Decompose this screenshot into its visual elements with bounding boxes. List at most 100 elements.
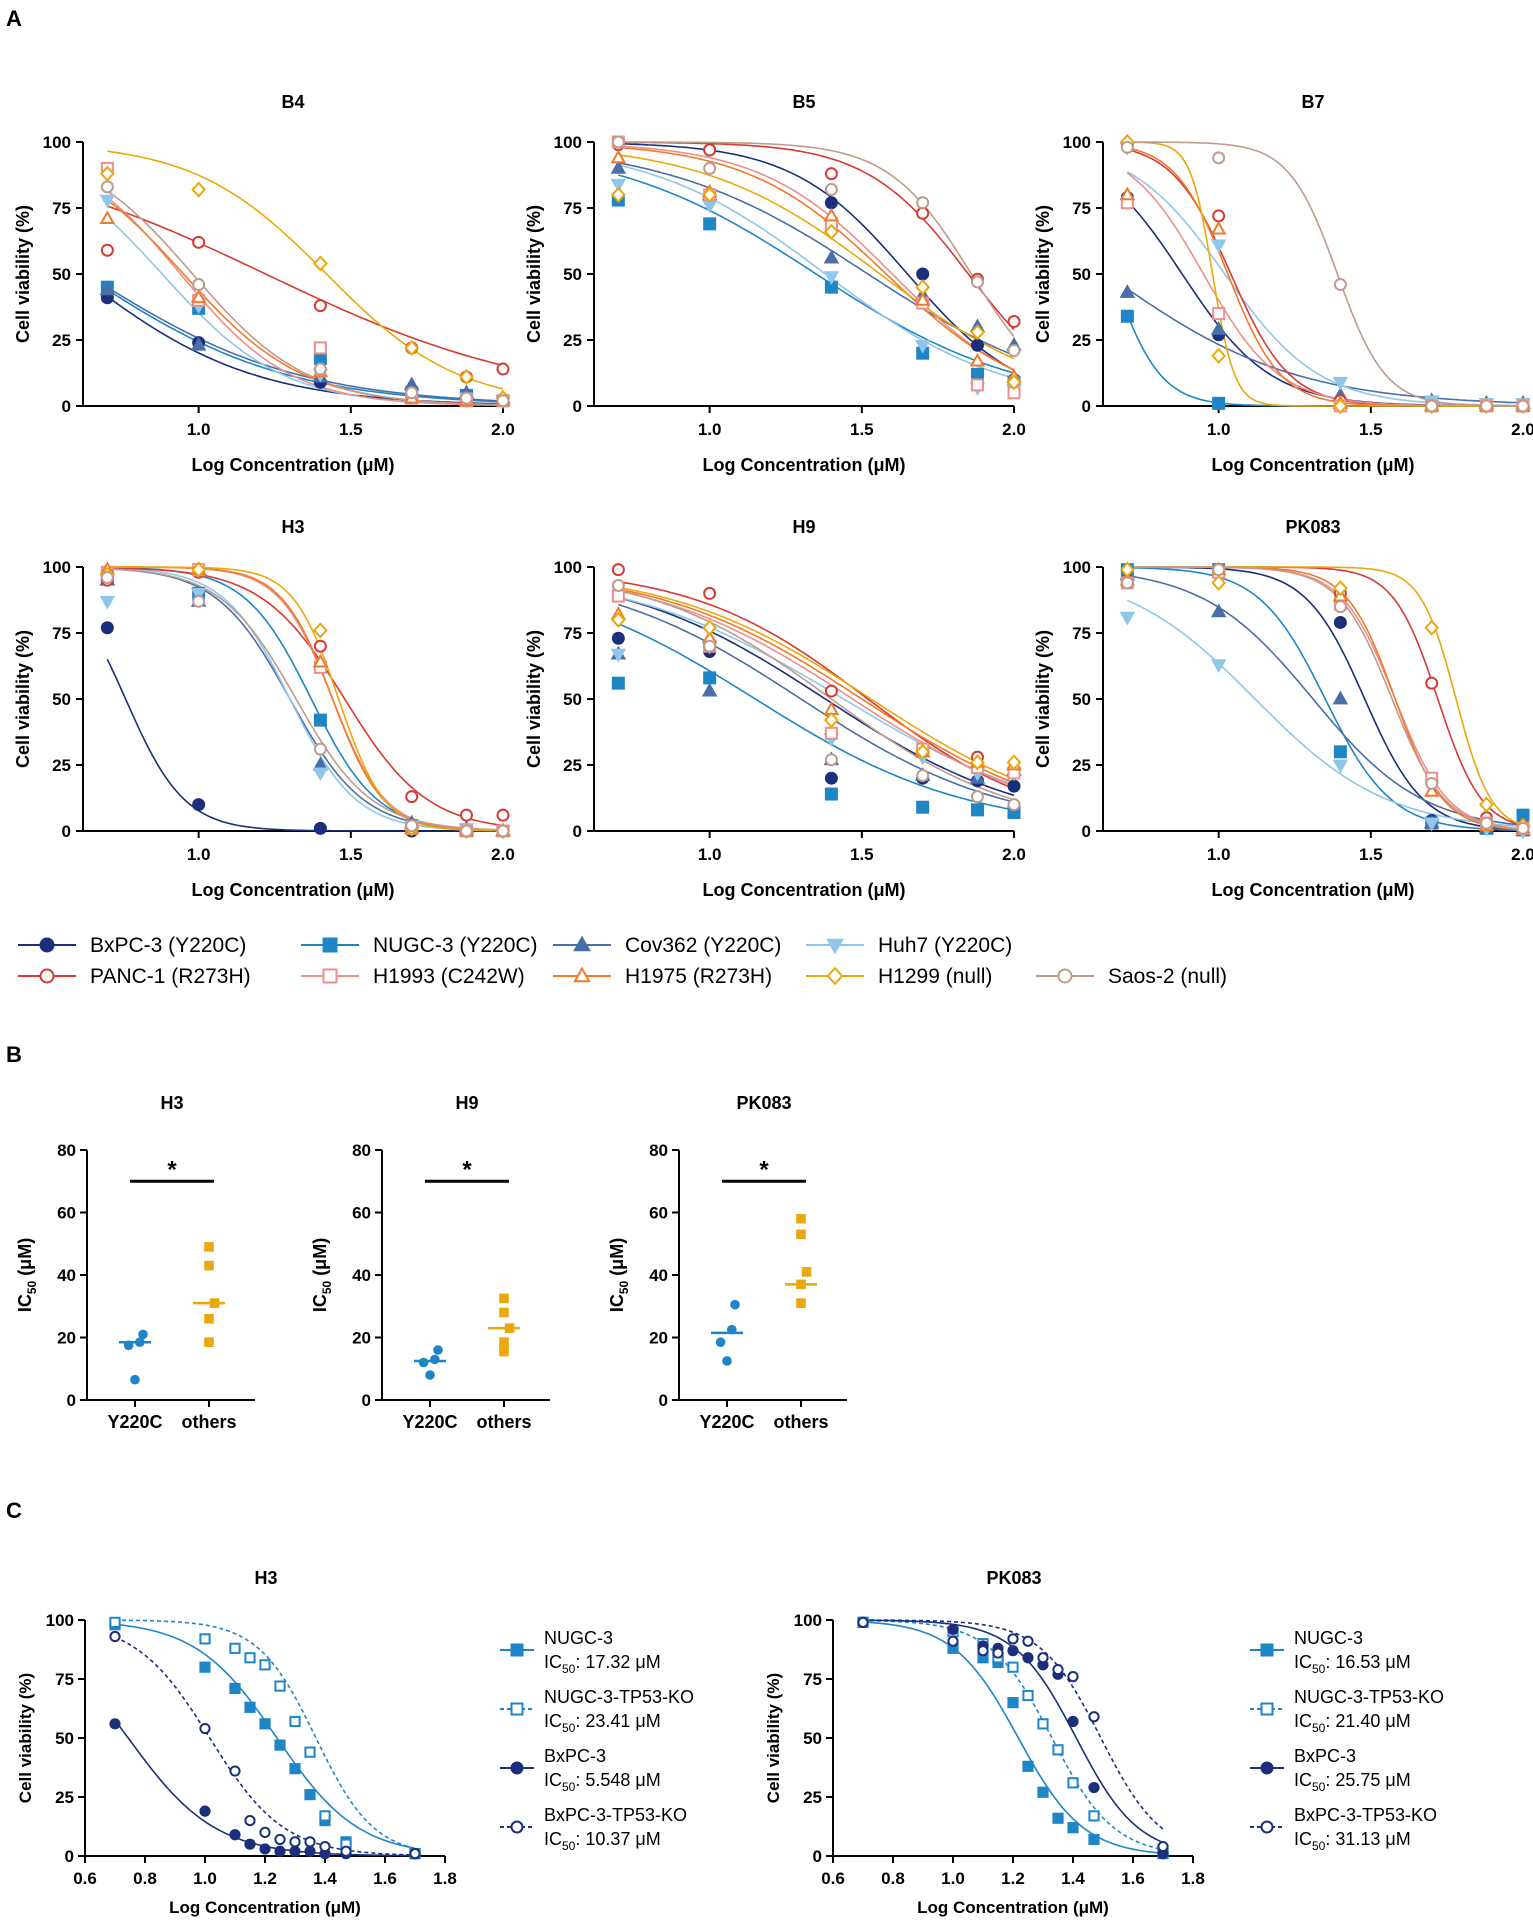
legend-ic50: IC50: 25.75 μM	[1294, 1770, 1411, 1794]
data-point-nugc-3	[244, 1701, 256, 1713]
panel-c-charts: H3 0 25 50 75 100 0.6 0.8 1.0 1.2 1.4 1.6 1.8 Log Con…	[16, 1568, 1444, 1917]
panel-label-c: C	[6, 1498, 22, 1523]
y-tick-label: 100	[554, 558, 582, 577]
data-point-huh7	[1332, 759, 1349, 774]
ic50-plot-h9: H9 0 20 40 60 80 Y220C others IC50 (μM) *	[310, 1093, 550, 1432]
legend-ic50: IC50: 5.548 μM	[544, 1770, 661, 1794]
ko-legend-item-nugc-3-tp53-ko: NUGC-3-TP53-KO IC50: 21.40 μM	[1250, 1687, 1444, 1735]
legend-ic50: IC50: 16.53 μM	[1294, 1652, 1411, 1676]
data-point-saos-2	[459, 391, 473, 405]
data-point-saos-2	[192, 278, 206, 292]
data-point-nugc-3-tp53-ko	[1052, 1744, 1064, 1756]
data-point-saos-2	[1120, 140, 1134, 154]
legend-item-h1975: H1975 (R273H)	[553, 965, 772, 988]
y-tick-label: 100	[46, 1611, 74, 1630]
y-tick-label: 75	[1072, 624, 1091, 643]
y-tick-label: 80	[352, 1141, 371, 1160]
data-point-bxpc-3	[274, 1845, 286, 1857]
subplot-h3: H3 0 25 50 75 100 1.0 1.5 2.0 Log Concentration (…	[13, 517, 515, 900]
legend-marker	[1260, 1643, 1274, 1657]
y-tick-label: 0	[67, 1391, 76, 1410]
data-point-y220c	[722, 1356, 732, 1366]
legend-marker	[510, 1820, 524, 1834]
subplot-b4: B4 0 25 50 75 100 1.0 1.5 2.0 Log Concentration (…	[13, 92, 515, 475]
fit-curve-saos-2	[618, 141, 1015, 338]
x-tick-label: 0.6	[821, 1869, 845, 1888]
data-point-panc-1	[824, 167, 838, 181]
y-axis-label: Cell viability (%)	[524, 205, 544, 343]
ic50-prefix: IC	[544, 1711, 562, 1731]
y-axis-label: IC50 (μM)	[607, 1238, 631, 1312]
data-point-bxpc-3-tp53-ko	[409, 1848, 421, 1860]
data-point-saos-2	[970, 790, 984, 804]
ko-legend-item-bxpc-3-tp53-ko: BxPC-3-TP53-KO IC50: 31.13 μM	[1250, 1805, 1437, 1853]
data-point-others	[796, 1279, 806, 1290]
data-point-others	[499, 1293, 509, 1304]
data-point-bxpc-3-tp53-ko	[977, 1645, 989, 1657]
x-axis-label: Log Concentration (μM)	[917, 1898, 1109, 1917]
y-tick-label: 25	[563, 331, 582, 350]
fit-curve-huh7	[107, 567, 504, 832]
data-point-nugc-3-tp53-ko	[289, 1715, 301, 1728]
significance-star: *	[167, 1156, 177, 1183]
y-tick-label: 25	[1072, 331, 1091, 350]
fit-curve-huh7	[618, 596, 1015, 786]
y-label-sub: 50	[320, 1281, 334, 1295]
data-point-bxpc-3-tp53-ko	[992, 1647, 1004, 1659]
ic50-sub: 50	[562, 1721, 576, 1735]
data-point-cov362	[190, 336, 207, 351]
data-point-panc-1	[703, 586, 717, 600]
data-point-saos-2	[916, 196, 930, 210]
ko-legend-item-bxpc-3: BxPC-3 IC50: 5.548 μM	[500, 1746, 661, 1794]
fit-curve-saos-2	[1127, 141, 1523, 407]
x-tick-label: 0.8	[881, 1869, 905, 1888]
legend-marker	[1260, 1761, 1274, 1775]
x-axis-label: Log Concentration (μM)	[192, 880, 395, 900]
y-tick-label: 0	[1082, 822, 1091, 841]
data-point-bxpc-3	[109, 1718, 121, 1730]
data-point-h1299	[99, 165, 115, 182]
ic50-value: : 21.40 μM	[1325, 1711, 1410, 1731]
data-point-nugc-3-tp53-ko	[1067, 1777, 1079, 1789]
legend-marker	[510, 1643, 524, 1657]
subplot-title: B4	[281, 92, 304, 112]
data-point-h1299	[823, 223, 839, 240]
data-point-bxpc-3-tp53-ko	[1037, 1652, 1049, 1664]
data-point-h1299	[915, 743, 931, 760]
subplot-b7: B7 0 25 50 75 100 1.0 1.5 2.0 Log Concentration (…	[1033, 92, 1533, 475]
data-point-bxpc-3-tp53-ko	[1007, 1633, 1019, 1645]
x-tick-label: 2.0	[491, 420, 515, 439]
legend-item-h1993: H1993 (C242W)	[301, 965, 525, 988]
data-point-saos-2	[1333, 600, 1347, 614]
x-tick-label: 0.6	[73, 1869, 97, 1888]
legend-marker	[39, 937, 55, 953]
legend-marker	[573, 966, 591, 983]
fit-curve-panc-1	[107, 205, 504, 367]
data-point-bxpc-3	[1333, 615, 1347, 629]
data-point-bxpc-3	[192, 798, 206, 812]
ko-plot-h3: H3 0 25 50 75 100 0.6 0.8 1.0 1.2 1.4 1.6 1.8 Log Con…	[16, 1568, 457, 1917]
y-tick-label: 40	[57, 1266, 76, 1285]
data-point-panc-1	[313, 299, 327, 313]
data-point-h1299	[1006, 754, 1022, 771]
fit-curve-huh7	[1126, 171, 1523, 407]
legend-item-panc-1: PANC-1 (R273H)	[18, 965, 251, 988]
y-tick-label: 75	[52, 199, 71, 218]
data-point-h1299	[1424, 619, 1440, 636]
data-point-saos-2	[100, 180, 114, 194]
fit-curve-bxpc-3-tp53-ko	[114, 1636, 416, 1856]
ic50-value: : 17.32 μM	[575, 1652, 660, 1672]
fit-curve-bxpc-3	[106, 658, 503, 832]
data-point-huh7	[1423, 817, 1440, 832]
legend-label: Huh7 (Y220C)	[878, 934, 1012, 957]
data-point-nugc-3-tp53-ko	[244, 1652, 256, 1664]
fit-curve-h1975	[618, 146, 1015, 371]
y-tick-label: 50	[55, 1729, 74, 1748]
data-point-bxpc-3	[1007, 779, 1021, 793]
legend-name: NUGC-3-TP53-KO	[1294, 1687, 1444, 1707]
data-point-cov362	[610, 160, 627, 174]
ic50-prefix: IC	[544, 1652, 562, 1672]
data-point-panc-1	[100, 243, 114, 257]
x-axis-label: Log Concentration (μM)	[703, 455, 906, 475]
fit-curve-panc-1	[618, 580, 1015, 790]
